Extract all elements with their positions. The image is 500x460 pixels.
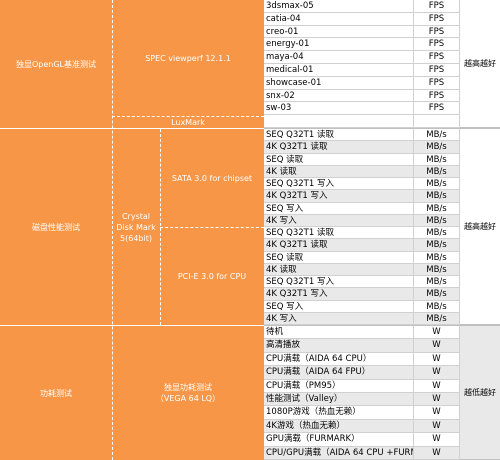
table-row-unit: FPS	[414, 25, 460, 39]
divider	[160, 227, 264, 228]
verdict-disk: 越高越好	[460, 129, 500, 325]
table-row-item: CPU满载（AIDA 64 FPU）	[264, 366, 414, 380]
table-row-item: 3dsmax-05	[264, 0, 414, 13]
table-row-item: SEQ 写入	[264, 202, 414, 215]
table-row-item: 4K Q32T1 读取	[264, 141, 414, 154]
table-row-unit: FPS	[414, 51, 460, 64]
table-row-item: SEQ 写入	[264, 300, 414, 313]
table-row-unit: MB/s	[414, 227, 460, 240]
table-row-unit: FPS	[414, 89, 460, 103]
divider	[0, 325, 264, 326]
table-row-item: 4K Q32T1 写入	[264, 288, 414, 301]
subtest-spec-viewperf: SPEC viewperf 12.1.1	[112, 0, 264, 116]
table-row-unit: MB/s	[414, 129, 460, 142]
table-row-item: SEQ 读取	[264, 153, 414, 166]
category-power: 功耗测试	[0, 326, 112, 460]
table-row-unit: W	[414, 379, 460, 393]
table-row-item: catia-04	[264, 12, 414, 26]
table-row-unit: W	[414, 406, 460, 420]
category-disk: 磁盘性能测试	[0, 129, 112, 325]
group-pcie: PCI-E 3.0 for CPU	[160, 227, 264, 325]
table-row-item: SEQ 读取	[264, 251, 414, 264]
table-row-item: 4K游戏（热血无赖）	[264, 419, 414, 434]
table-row-item: sw-03	[264, 102, 414, 116]
divider	[112, 0, 113, 460]
table-row-unit: MB/s	[414, 153, 460, 166]
subtest-luxmark: LuxMark	[112, 116, 264, 128]
table-row-unit: W	[414, 326, 460, 340]
table-row-item: 4K Q32T1 读取	[264, 239, 414, 252]
table-row-item: SEQ Q32T1 读取	[264, 227, 414, 240]
table-row-item: creo-01	[264, 25, 414, 39]
table-row-unit: MB/s	[414, 288, 460, 301]
group-sata: SATA 3.0 for chipset	[160, 129, 264, 227]
table-row-item: GPU满载（FURMARK）	[264, 433, 414, 447]
table-row-unit: MB/s	[414, 263, 460, 276]
table-row-unit: MB/s	[414, 178, 460, 191]
table-row-unit: MB/s	[414, 251, 460, 264]
table-row-unit: FPS	[414, 76, 460, 90]
table-row-item: 1080P游戏（热血无赖）	[264, 406, 414, 420]
category-opengl: 独显OpenGL基准测试	[0, 0, 112, 128]
divider	[112, 116, 264, 117]
table-row-unit: W	[414, 433, 460, 447]
table-row-unit: MB/s	[414, 312, 460, 325]
table-row-unit: MB/s	[414, 276, 460, 289]
table-row-item: 高清播放	[264, 339, 414, 353]
table-row-item: energy-01	[264, 38, 414, 52]
table-row-item: 4K 读取	[264, 165, 414, 178]
table-row-unit: W	[414, 352, 460, 367]
table-row-item: SEQ Q32T1 读取	[264, 129, 414, 142]
table-row-unit: FPS	[414, 38, 460, 52]
verdict-opengl: 越高越好	[460, 0, 500, 128]
divider	[0, 128, 264, 129]
table-row-unit: MB/s	[414, 214, 460, 227]
table-row-item: CPU满载（AIDA 64 CPU）	[264, 352, 414, 367]
table-row-unit: MB/s	[414, 165, 460, 178]
table-row-item: 4K 读取	[264, 263, 414, 276]
table-row-unit: FPS	[414, 12, 460, 26]
table-row-item	[264, 115, 414, 128]
table-row-unit: W	[414, 446, 460, 460]
verdict-power: 越低越好	[460, 326, 500, 460]
table-row-item: showcase-01	[264, 76, 414, 90]
table-row-item: snx-02	[264, 89, 414, 103]
table-row-unit: MB/s	[414, 300, 460, 313]
table-row-unit: FPS	[414, 102, 460, 116]
table-row-item: SEQ Q32T1 写入	[264, 178, 414, 191]
table-row-unit	[414, 115, 460, 128]
table-row-unit: MB/s	[414, 239, 460, 252]
table-row-unit: W	[414, 393, 460, 407]
table-row-unit: FPS	[414, 0, 460, 13]
table-row-item: CPU满载（PM95）	[264, 379, 414, 393]
table-row-item: 4K 写入	[264, 214, 414, 227]
table-row-item: SEQ Q32T1 写入	[264, 276, 414, 289]
table-row-item: medical-01	[264, 64, 414, 77]
table-row-item: 待机	[264, 326, 414, 340]
table-row-unit: W	[414, 366, 460, 380]
subtest-gpu-power: 独显功耗测试 （VEGA 64 LQ）	[112, 326, 264, 460]
table-row-unit: MB/s	[414, 190, 460, 203]
table-row-item: CPU/GPU满载（AIDA 64 CPU +FURM	[264, 446, 414, 460]
table-row-item: 性能测试（Valley）	[264, 393, 414, 407]
table-row-unit: FPS	[414, 64, 460, 77]
tool-crystal-disk-mark: Crystal Disk Mark 5(64bit)	[112, 129, 160, 325]
table-row-unit: W	[414, 419, 460, 434]
table-row-unit: MB/s	[414, 141, 460, 154]
table-row-unit: W	[414, 339, 460, 353]
table-row-item: 4K 写入	[264, 312, 414, 325]
table-row-item: maya-04	[264, 51, 414, 64]
table-row-item: 4K Q32T1 写入	[264, 190, 414, 203]
table-row-unit: MB/s	[414, 202, 460, 215]
